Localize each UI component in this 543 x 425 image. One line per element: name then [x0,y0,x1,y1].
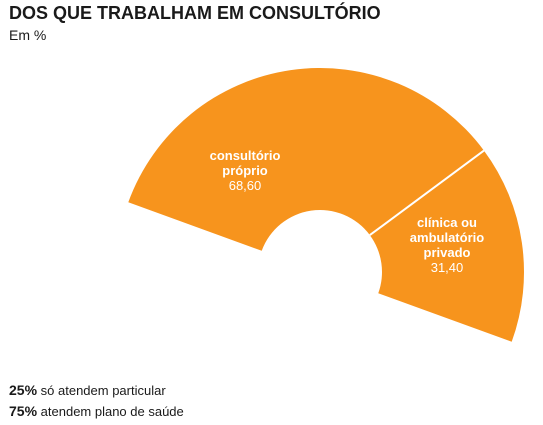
note-percent: 25% [9,382,38,398]
slice-label: privado [424,245,471,260]
slice-separator [369,149,485,236]
note-row: 25% só atendem particular [9,380,184,401]
pie-slice-0 [128,67,484,251]
slice-label: próprio [222,163,268,178]
slice-value-label: 68,60 [229,178,262,193]
slice-label: ambulatório [410,230,484,245]
note-row: 75% atendem plano de saúde [9,401,184,422]
note-percent: 75% [9,403,38,419]
slice-label: clínica ou [417,215,477,230]
chart-title: DOS QUE TRABALHAM EM CONSULTÓRIO [9,3,381,23]
chart-subtitle: Em % [9,27,47,43]
slice-value-label: 31,40 [431,260,464,275]
note-text: atendem plano de saúde [40,404,184,419]
slice-label: consultório [210,148,281,163]
notes: 25% só atendem particular 75% atendem pl… [9,380,184,422]
note-text: só atendem particular [40,383,166,398]
pie-slice-1 [369,150,524,342]
slice-label-group: clínica ou ambulatório privado 31,40 [410,215,484,275]
slice-label-group: consultório próprio 68,60 [210,148,281,193]
